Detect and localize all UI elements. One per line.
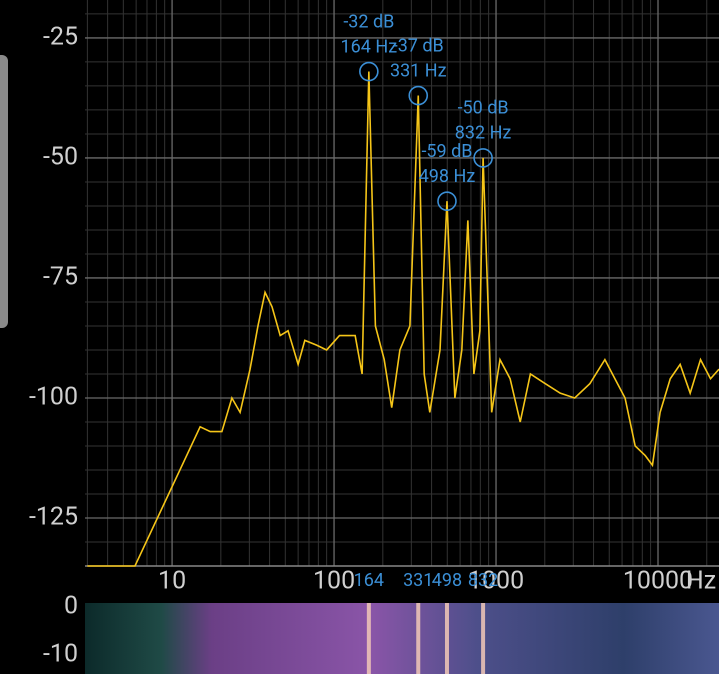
x-axis-label: Hz	[686, 567, 716, 596]
peak-label: 832 Hz	[455, 123, 512, 144]
y-tick-label: -125	[29, 503, 78, 532]
x-tick-label: 100	[313, 567, 355, 596]
peak-label: 331 Hz	[390, 60, 447, 81]
spectrogram-tick-label: -10	[43, 640, 78, 669]
y-tick-label: -50	[43, 143, 78, 172]
peak-marker	[473, 148, 493, 168]
spectrogram	[85, 603, 719, 674]
peak-marker	[359, 61, 379, 82]
peak-marker	[408, 85, 429, 106]
peak-label: -37 dB	[393, 35, 444, 56]
peak-tick-label: 832	[468, 570, 498, 591]
x-tick-label: 10	[158, 567, 186, 596]
spectrum-line	[87, 71, 719, 567]
peak-marker	[437, 191, 457, 211]
y-tick-label: -100	[29, 383, 78, 412]
peak-label: 498 Hz	[419, 166, 476, 187]
scroll-handle[interactable]	[0, 55, 8, 328]
peak-tick-label: 331	[403, 570, 433, 591]
y-tick-label: -25	[43, 23, 78, 52]
x-tick-label: 10000	[623, 567, 693, 596]
peak-label: -59 dB	[421, 141, 472, 162]
y-tick-label: -75	[43, 263, 78, 292]
peak-label: -32 dB	[343, 11, 394, 32]
peak-tick-label: 498	[432, 570, 462, 591]
x-tick-label: 1000	[468, 567, 524, 596]
peak-tick-label: 164	[354, 570, 384, 591]
spectrogram-tick-label: 0	[64, 592, 78, 621]
peak-label: -50 dB	[458, 98, 509, 119]
peak-label: 164 Hz	[341, 36, 398, 57]
